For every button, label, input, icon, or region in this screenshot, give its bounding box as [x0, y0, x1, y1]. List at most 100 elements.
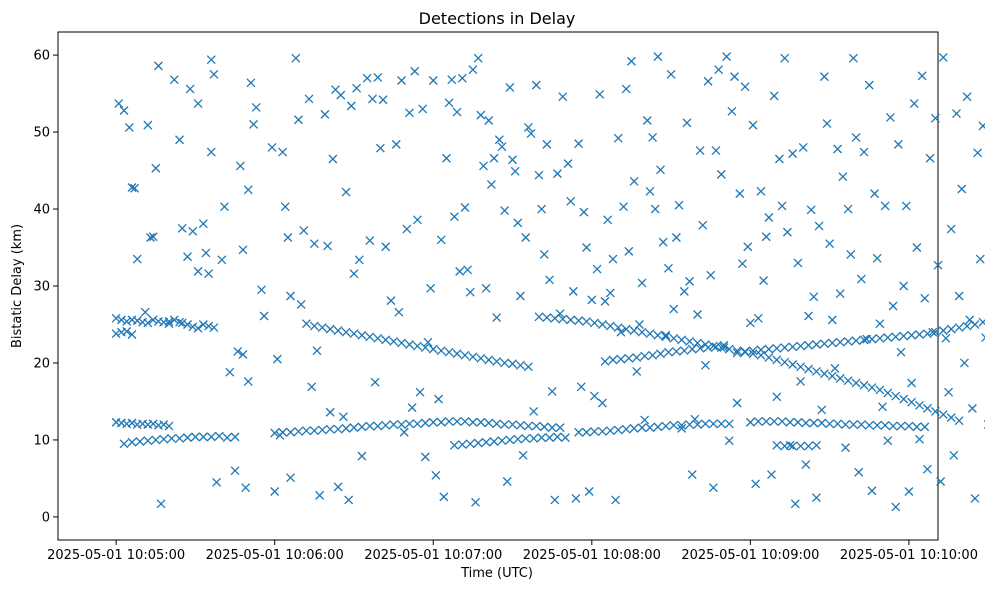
- data-point: [447, 75, 457, 85]
- data-point: [930, 327, 940, 337]
- data-point: [209, 323, 219, 333]
- data-point: [518, 450, 528, 460]
- data-point: [362, 73, 372, 83]
- data-point: [148, 419, 158, 429]
- data-point: [600, 356, 610, 366]
- data-point: [862, 334, 872, 344]
- data-point: [600, 296, 610, 306]
- data-point: [299, 226, 309, 236]
- data-point: [283, 233, 293, 242]
- data-point: [922, 329, 932, 339]
- data-point: [412, 419, 422, 429]
- data-point: [872, 420, 882, 430]
- data-point: [270, 487, 280, 496]
- data-point: [917, 71, 927, 81]
- data-point: [175, 433, 185, 443]
- data-point: [669, 420, 679, 430]
- data-point: [959, 358, 969, 368]
- data-point: [899, 331, 909, 341]
- data-point: [399, 427, 409, 437]
- data-point: [785, 417, 795, 427]
- data-point: [574, 316, 584, 326]
- data-point: [341, 187, 351, 197]
- data-point: [436, 235, 446, 245]
- data-point: [843, 376, 853, 386]
- data-point: [566, 196, 576, 206]
- data-point: [420, 452, 430, 462]
- data-point: [246, 78, 256, 88]
- data-point: [476, 417, 486, 427]
- data-point: [782, 227, 792, 237]
- data-point: [212, 477, 222, 487]
- data-point: [312, 346, 322, 356]
- data-point: [761, 232, 771, 242]
- data-point: [286, 427, 296, 437]
- data-point: [508, 155, 517, 165]
- data-point: [867, 383, 877, 393]
- data-point: [883, 333, 893, 343]
- data-point: [185, 84, 195, 94]
- data-point: [745, 417, 755, 427]
- data-point: [938, 410, 948, 419]
- data-point: [471, 497, 480, 507]
- data-point: [278, 147, 288, 157]
- data-point: [373, 333, 383, 343]
- data-point: [811, 366, 821, 376]
- data-point: [603, 215, 613, 225]
- data-point: [394, 307, 404, 317]
- data-point: [127, 437, 137, 447]
- data-point: [193, 323, 203, 333]
- data-point: [819, 369, 829, 379]
- data-point: [251, 102, 261, 112]
- data-point: [981, 333, 985, 343]
- data-point: [669, 333, 679, 343]
- data-point: [848, 420, 858, 430]
- data-point: [235, 161, 245, 171]
- data-point: [772, 343, 782, 353]
- data-point: [893, 139, 903, 149]
- data-point: [788, 342, 798, 352]
- data-point: [545, 433, 554, 443]
- data-point: [621, 84, 631, 94]
- data-point: [613, 323, 623, 333]
- data-point: [613, 425, 623, 435]
- data-point: [835, 289, 845, 299]
- data-point: [452, 107, 462, 117]
- data-point: [296, 300, 306, 309]
- data-point: [907, 330, 917, 340]
- data-point: [904, 421, 914, 431]
- data-point: [933, 260, 943, 270]
- data-point: [798, 142, 808, 152]
- data-point: [545, 275, 554, 285]
- data-point: [582, 427, 591, 437]
- data-point: [748, 346, 758, 356]
- data-point: [574, 427, 584, 437]
- data-point: [500, 358, 510, 368]
- data-point: [973, 148, 983, 158]
- data-point: [402, 224, 412, 234]
- data-point: [537, 433, 547, 443]
- data-point: [484, 418, 494, 428]
- data-point: [198, 219, 208, 229]
- data-point: [294, 115, 303, 125]
- data-point: [529, 433, 539, 443]
- data-point: [220, 202, 229, 212]
- data-point: [880, 420, 890, 430]
- data-point: [695, 343, 705, 353]
- data-point: [198, 320, 208, 329]
- data-point: [811, 440, 821, 450]
- data-point: [243, 185, 253, 195]
- data-point: [320, 109, 330, 119]
- data-point: [732, 348, 742, 358]
- data-point: [516, 291, 525, 301]
- data-point: [151, 435, 161, 445]
- data-point: [851, 336, 861, 346]
- data-point: [405, 108, 414, 118]
- data-point: [206, 147, 216, 157]
- data-point: [708, 341, 718, 351]
- data-point: [809, 418, 819, 428]
- data-point: [257, 285, 266, 295]
- data-point: [151, 163, 161, 173]
- data-point: [833, 419, 843, 429]
- data-point: [381, 242, 391, 252]
